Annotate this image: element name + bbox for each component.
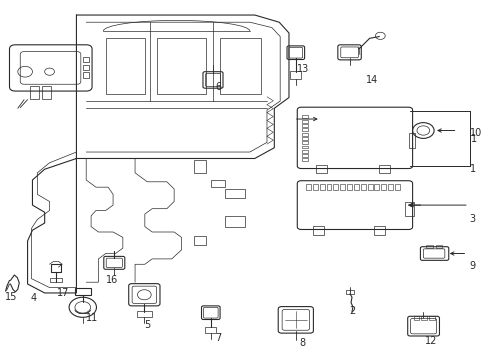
Bar <box>436 244 442 248</box>
Bar <box>306 184 311 190</box>
Bar <box>75 288 91 295</box>
Bar <box>340 184 345 190</box>
Bar <box>106 39 145 94</box>
Bar <box>302 141 308 144</box>
Bar <box>42 86 51 99</box>
Text: 7: 7 <box>215 333 221 343</box>
Bar <box>50 264 61 272</box>
Text: 14: 14 <box>366 75 378 85</box>
Text: 2: 2 <box>349 306 356 316</box>
Text: 11: 11 <box>86 313 98 323</box>
Bar <box>302 145 308 148</box>
Bar <box>414 316 419 320</box>
Text: 1: 1 <box>470 164 476 174</box>
Bar <box>379 165 390 173</box>
Text: 9: 9 <box>470 261 476 271</box>
Bar <box>361 184 366 190</box>
Bar <box>327 184 331 190</box>
Bar <box>354 184 359 190</box>
Bar <box>302 116 308 118</box>
Text: 4: 4 <box>31 293 37 303</box>
Bar <box>429 316 435 320</box>
Text: 6: 6 <box>215 82 221 92</box>
Text: 12: 12 <box>424 336 437 346</box>
Bar <box>374 226 385 234</box>
Bar <box>313 184 318 190</box>
Text: 16: 16 <box>106 275 118 285</box>
Text: 13: 13 <box>296 64 309 74</box>
Bar <box>211 180 225 187</box>
Bar <box>374 184 379 190</box>
Bar <box>395 184 400 190</box>
Bar <box>302 154 308 157</box>
Bar <box>291 71 301 79</box>
Bar <box>302 129 308 131</box>
Bar <box>302 120 308 123</box>
Bar <box>49 278 62 282</box>
Bar <box>302 158 308 161</box>
Bar <box>381 184 386 190</box>
Bar <box>421 316 427 320</box>
Text: 8: 8 <box>299 338 306 348</box>
Bar <box>316 165 327 173</box>
Bar <box>388 184 393 190</box>
Bar <box>30 86 39 99</box>
Text: 10: 10 <box>470 129 482 138</box>
Bar <box>194 160 206 173</box>
Text: 15: 15 <box>5 292 18 302</box>
Bar <box>205 327 216 333</box>
Bar <box>83 57 89 62</box>
Bar <box>347 184 352 190</box>
Bar <box>220 39 261 94</box>
Bar <box>83 72 89 78</box>
Bar <box>302 137 308 140</box>
Text: 5: 5 <box>144 320 150 330</box>
Bar <box>225 216 245 226</box>
Bar <box>302 124 308 127</box>
Bar <box>368 184 372 190</box>
Bar <box>346 290 354 294</box>
Bar <box>409 134 415 148</box>
Bar <box>83 64 89 70</box>
Bar <box>333 184 338 190</box>
Bar <box>302 133 308 135</box>
Bar <box>194 235 206 244</box>
Bar <box>225 189 245 198</box>
Text: 1: 1 <box>471 134 477 144</box>
Bar <box>137 311 152 318</box>
Bar <box>405 202 414 216</box>
Bar <box>320 184 325 190</box>
Bar <box>157 39 206 94</box>
Text: 3: 3 <box>470 215 476 224</box>
Bar <box>302 150 308 153</box>
Text: 17: 17 <box>57 288 70 298</box>
Bar <box>314 226 324 234</box>
Bar <box>426 244 433 248</box>
